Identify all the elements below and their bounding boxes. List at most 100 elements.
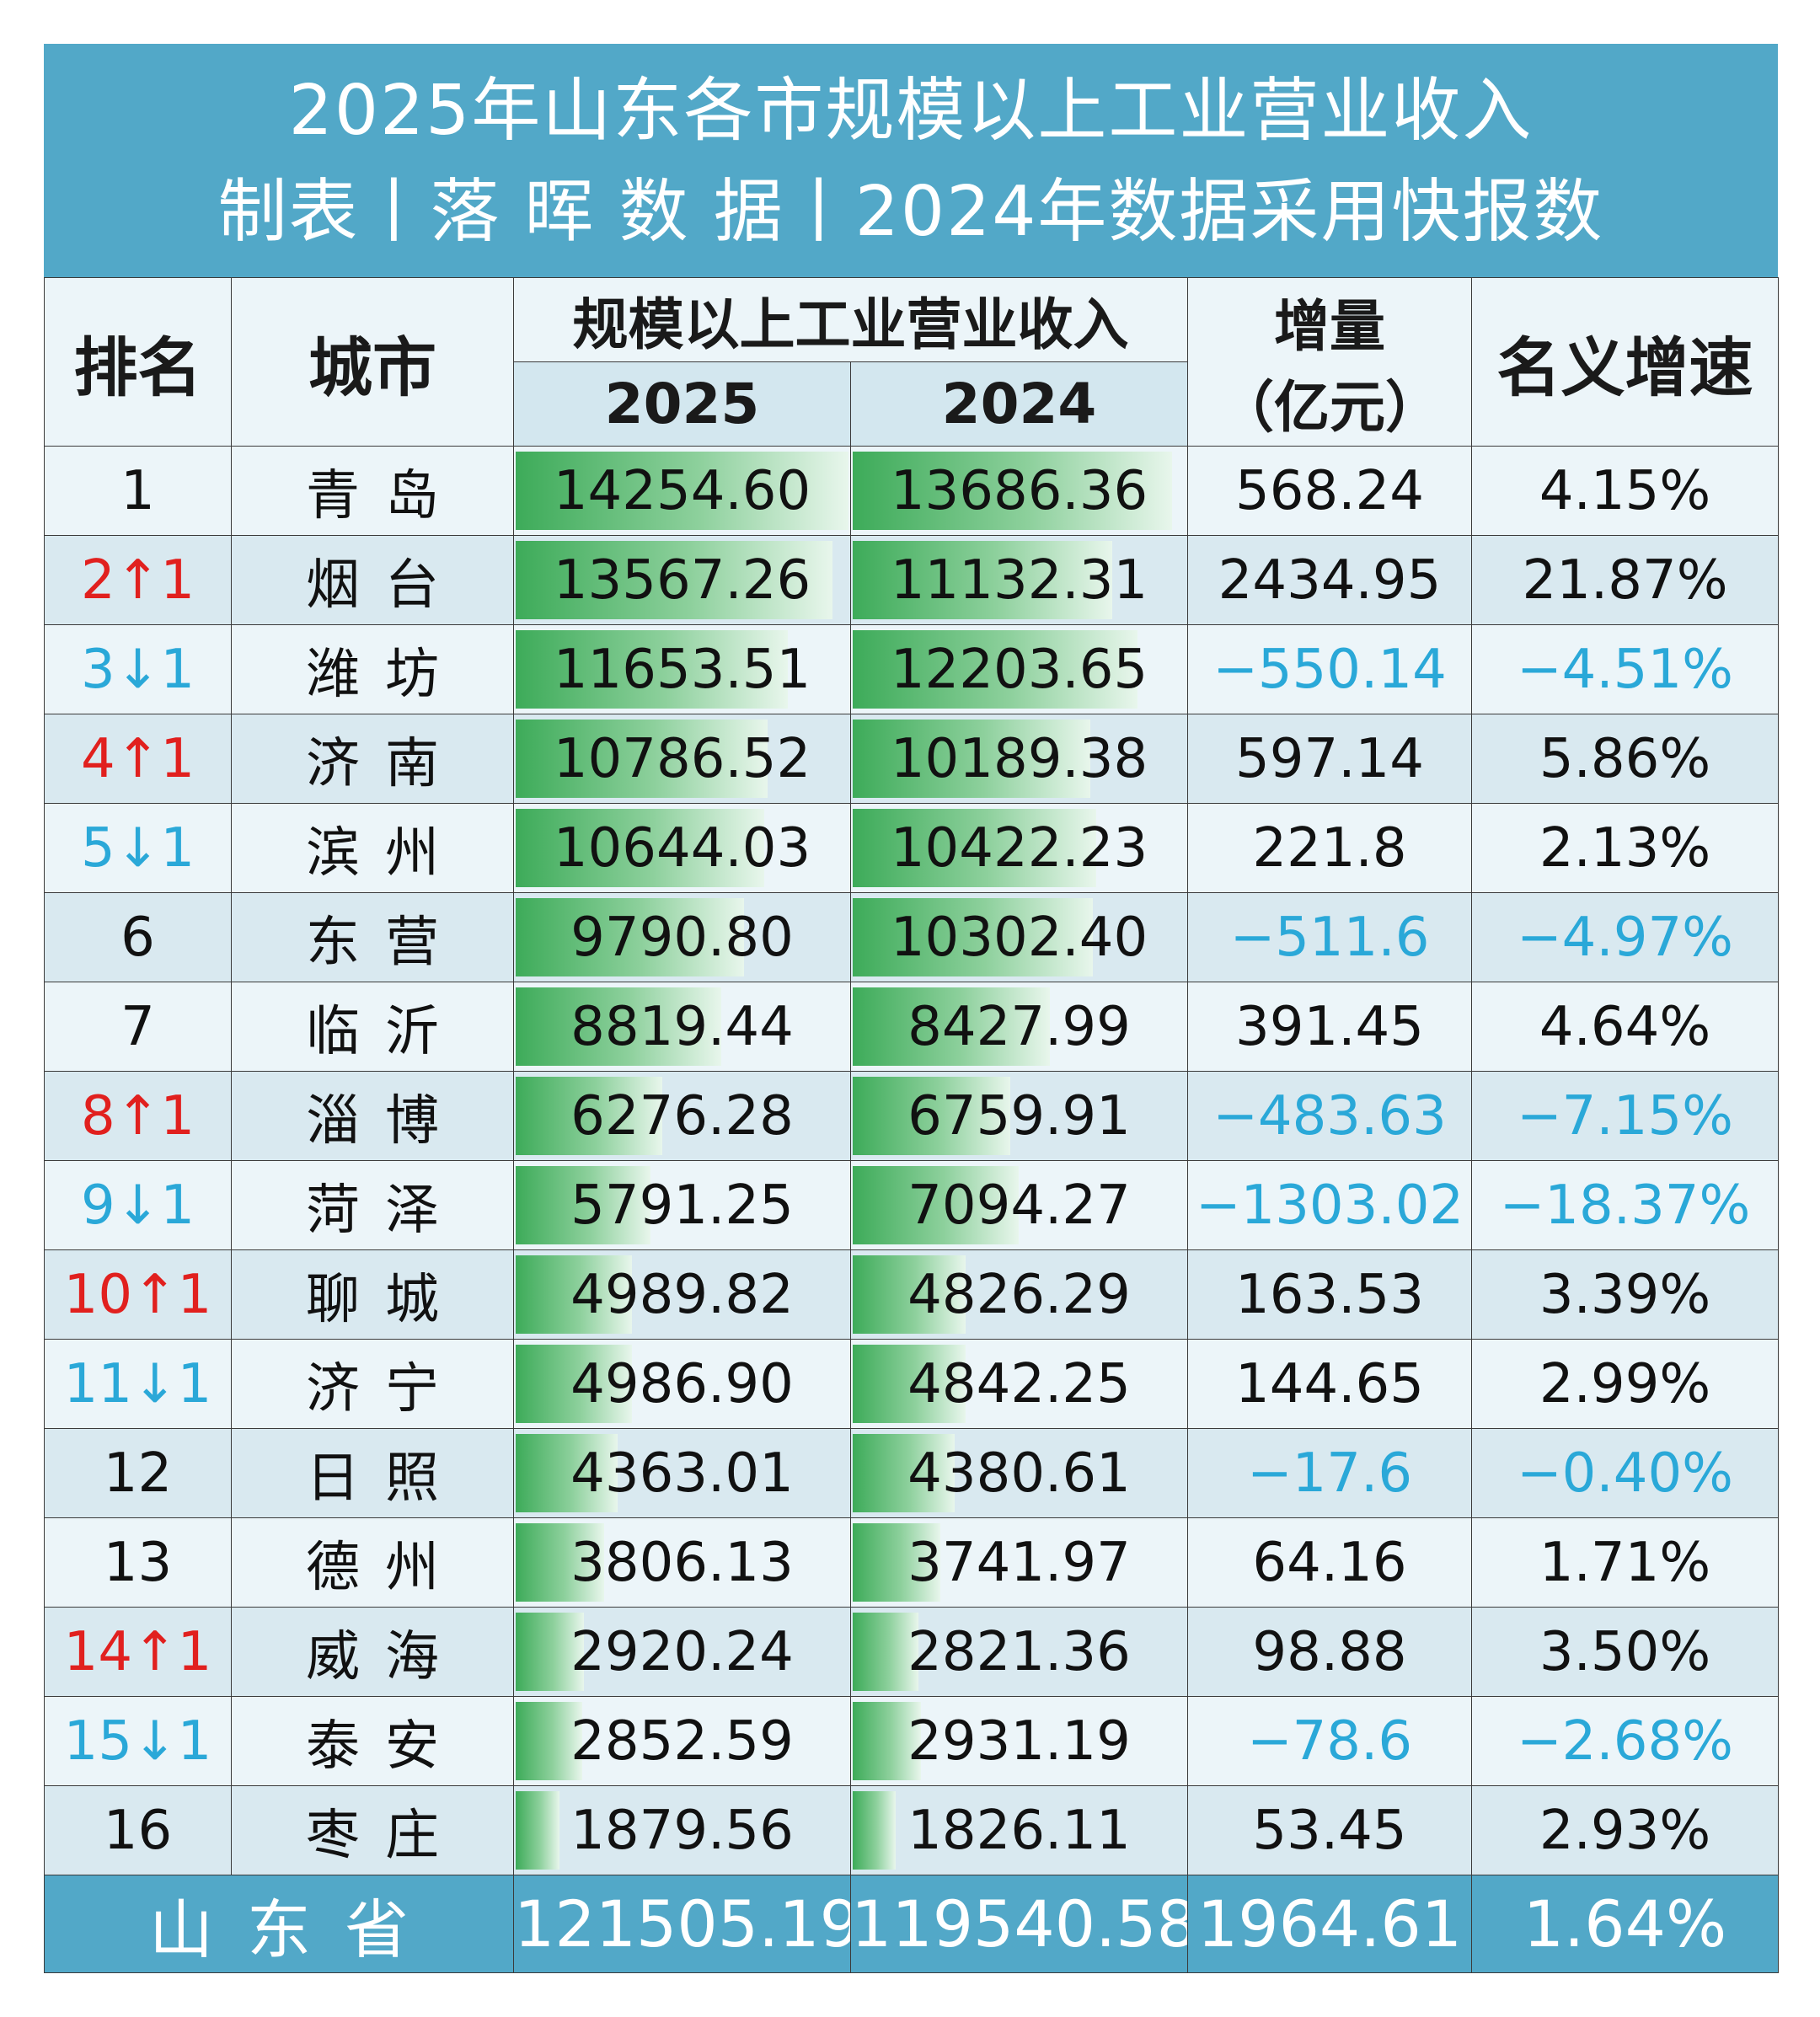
value-2024-cell: 13686.36 bbox=[850, 446, 1188, 536]
table-row: 3↓1 潍坊 11653.51 12203.65 −550.14 −4.51% bbox=[44, 624, 1779, 714]
value-2025-cell: 11653.51 bbox=[513, 624, 851, 714]
city-cell: 聊城 bbox=[231, 1249, 514, 1340]
rate-cell: 3.50% bbox=[1471, 1607, 1779, 1697]
header-row-2: 2025 2024 bbox=[45, 361, 1779, 447]
value-2025-bar bbox=[516, 1791, 560, 1870]
rate-cell: −2.68% bbox=[1471, 1696, 1779, 1786]
value-2024-cell: 4380.61 bbox=[850, 1428, 1188, 1518]
rank-cell: 1 bbox=[44, 446, 232, 536]
delta-cell: 163.53 bbox=[1187, 1249, 1472, 1340]
city-cell: 东营 bbox=[231, 892, 514, 982]
city-cell: 烟台 bbox=[231, 535, 514, 625]
value-2025-text: 9790.80 bbox=[570, 906, 794, 969]
total-row: 山东省 121505.19 119540.58 1964.61 1.64% bbox=[44, 1875, 1779, 1973]
value-2025-bar bbox=[516, 1255, 633, 1334]
city-cell: 济宁 bbox=[231, 1339, 514, 1429]
delta-cell: 53.45 bbox=[1187, 1785, 1472, 1875]
value-2024-cell: 8427.99 bbox=[850, 982, 1188, 1072]
value-2024-cell: 10422.23 bbox=[850, 803, 1188, 893]
header-rate: 名义增速 bbox=[1471, 277, 1779, 447]
city-cell: 淄博 bbox=[231, 1071, 514, 1161]
delta-cell: 98.88 bbox=[1187, 1607, 1472, 1697]
value-2024-cell: 7094.27 bbox=[850, 1160, 1188, 1250]
rate-cell: 2.93% bbox=[1471, 1785, 1779, 1875]
value-2025-bar bbox=[516, 1434, 618, 1512]
value-2024-text: 1826.11 bbox=[907, 1799, 1131, 1862]
table-row: 11↓1 济宁 4986.90 4842.25 144.65 2.99% bbox=[44, 1339, 1779, 1429]
value-2024-bar bbox=[853, 1523, 940, 1602]
value-2024-text: 8427.99 bbox=[907, 995, 1131, 1058]
value-2024-bar bbox=[853, 898, 1094, 976]
delta-cell: 2434.95 bbox=[1187, 535, 1472, 625]
table-row: 4↑1 济南 10786.52 10189.38 597.14 5.86% bbox=[44, 714, 1779, 804]
value-2024-cell: 2821.36 bbox=[850, 1607, 1188, 1697]
rate-cell: 5.86% bbox=[1471, 714, 1779, 804]
value-2024-bar bbox=[853, 987, 1050, 1066]
rank-cell: 9↓1 bbox=[44, 1160, 232, 1250]
data-table-sheet: 2025年山东各市规模以上工业营业收入 制表丨落 晖 数 据丨2024年数据采用… bbox=[44, 44, 1779, 1973]
total-2025: 121505.19 bbox=[513, 1875, 851, 1973]
value-2024-bar bbox=[853, 809, 1096, 887]
table-row: 15↓1 泰安 2852.59 2931.19 −78.6 −2.68% bbox=[44, 1696, 1779, 1786]
value-2024-bar bbox=[853, 720, 1091, 798]
total-rate: 1.64% bbox=[1471, 1875, 1779, 1973]
rank-cell: 5↓1 bbox=[44, 803, 232, 893]
rank-cell: 8↑1 bbox=[44, 1071, 232, 1161]
value-2025-cell: 5791.25 bbox=[513, 1160, 851, 1250]
delta-cell: −511.6 bbox=[1187, 892, 1472, 982]
delta-cell: 391.45 bbox=[1187, 982, 1472, 1072]
value-2025-text: 6276.28 bbox=[570, 1084, 794, 1148]
header-delta: 增量 （亿元） bbox=[1187, 277, 1472, 447]
value-2024-cell: 2931.19 bbox=[850, 1696, 1188, 1786]
header-year-2025: 2025 bbox=[513, 361, 851, 447]
rate-cell: −0.40% bbox=[1471, 1428, 1779, 1518]
value-2025-bar bbox=[516, 1166, 651, 1244]
value-2024-bar bbox=[853, 1791, 896, 1870]
rank-cell: 12 bbox=[44, 1428, 232, 1518]
rank-cell: 14↑1 bbox=[44, 1607, 232, 1697]
city-cell: 日照 bbox=[231, 1428, 514, 1518]
city-cell: 青岛 bbox=[231, 446, 514, 536]
city-cell: 泰安 bbox=[231, 1696, 514, 1786]
city-cell: 枣庄 bbox=[231, 1785, 514, 1875]
delta-cell: 221.8 bbox=[1187, 803, 1472, 893]
value-2024-text: 3741.97 bbox=[907, 1531, 1131, 1594]
value-2025-text: 10644.03 bbox=[553, 816, 811, 880]
value-2025-bar bbox=[516, 1523, 605, 1602]
value-2024-bar bbox=[853, 1702, 922, 1780]
rate-cell: −4.51% bbox=[1471, 624, 1779, 714]
table-row: 9↓1 菏泽 5791.25 7094.27 −1303.02 −18.37% bbox=[44, 1160, 1779, 1250]
table-row: 7 临沂 8819.44 8427.99 391.45 4.64% bbox=[44, 982, 1779, 1072]
table-row: 14↑1 威海 2920.24 2821.36 98.88 3.50% bbox=[44, 1607, 1779, 1697]
value-2025-text: 4986.90 bbox=[570, 1352, 794, 1415]
rank-cell: 13 bbox=[44, 1517, 232, 1608]
delta-cell: 597.14 bbox=[1187, 714, 1472, 804]
value-2024-bar bbox=[853, 1255, 966, 1334]
delta-cell: −78.6 bbox=[1187, 1696, 1472, 1786]
delta-cell: 64.16 bbox=[1187, 1517, 1472, 1608]
rate-cell: 3.39% bbox=[1471, 1249, 1779, 1340]
value-2025-text: 8819.44 bbox=[570, 995, 794, 1058]
value-2025-text: 11653.51 bbox=[553, 638, 811, 701]
header-delta-line2: （亿元） bbox=[1218, 374, 1441, 440]
total-2024: 119540.58 bbox=[850, 1875, 1188, 1973]
value-2025-bar bbox=[516, 1613, 584, 1691]
value-2025-cell: 2852.59 bbox=[513, 1696, 851, 1786]
header-rank: 排名 bbox=[44, 277, 232, 447]
value-2025-text: 10786.52 bbox=[553, 727, 811, 790]
value-2025-bar bbox=[516, 1077, 662, 1155]
table-subtitle: 制表丨落 晖 数 据丨2024年数据采用快报数 bbox=[217, 172, 1604, 252]
value-2024-cell: 11132.31 bbox=[850, 535, 1188, 625]
value-2025-text: 4363.01 bbox=[570, 1442, 794, 1505]
header-row-1: 排名 城市 规模以上工业营业收入 增量 （亿元） 名义增速 bbox=[44, 277, 1779, 447]
header-delta-line1: 增量 bbox=[1274, 293, 1385, 359]
delta-cell: −17.6 bbox=[1187, 1428, 1472, 1518]
value-2024-cell: 10189.38 bbox=[850, 714, 1188, 804]
city-cell: 德州 bbox=[231, 1517, 514, 1608]
value-2024-text: 7094.27 bbox=[907, 1174, 1131, 1237]
city-cell: 潍坊 bbox=[231, 624, 514, 714]
value-2025-cell: 10644.03 bbox=[513, 803, 851, 893]
delta-cell: −1303.02 bbox=[1187, 1160, 1472, 1250]
rate-cell: 2.99% bbox=[1471, 1339, 1779, 1429]
value-2025-text: 13567.26 bbox=[553, 548, 811, 612]
